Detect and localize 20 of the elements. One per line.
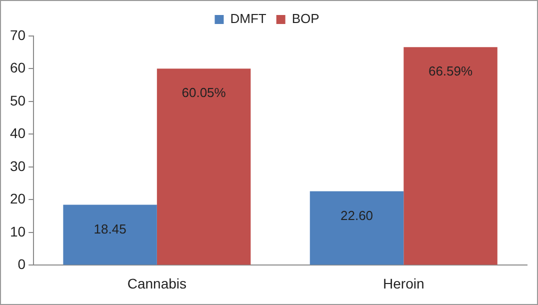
bar [63, 204, 157, 265]
y-tick-label: 10 [10, 223, 26, 240]
legend-label: DMFT [230, 11, 266, 26]
y-tick-label: 20 [10, 190, 26, 207]
y-tick-label: 30 [10, 158, 26, 174]
y-tick-label: 0 [18, 256, 26, 272]
y-tick-label: 60 [10, 60, 26, 76]
bar [156, 68, 251, 265]
data-label: 18.45 [94, 221, 126, 236]
data-label: 66.59% [428, 64, 474, 79]
y-tick-label: 40 [10, 125, 26, 142]
data-label: 22.60 [340, 208, 374, 223]
bar [404, 47, 498, 265]
x-tick-label: Heroin [383, 275, 424, 292]
bar [310, 191, 404, 265]
data-label: 60.05% [182, 85, 226, 100]
y-tick-label: 70 [10, 26, 26, 43]
y-tick-label: 50 [10, 92, 26, 108]
x-tick-label: Cannabis [127, 275, 187, 292]
legend-label: BOP [292, 11, 320, 26]
